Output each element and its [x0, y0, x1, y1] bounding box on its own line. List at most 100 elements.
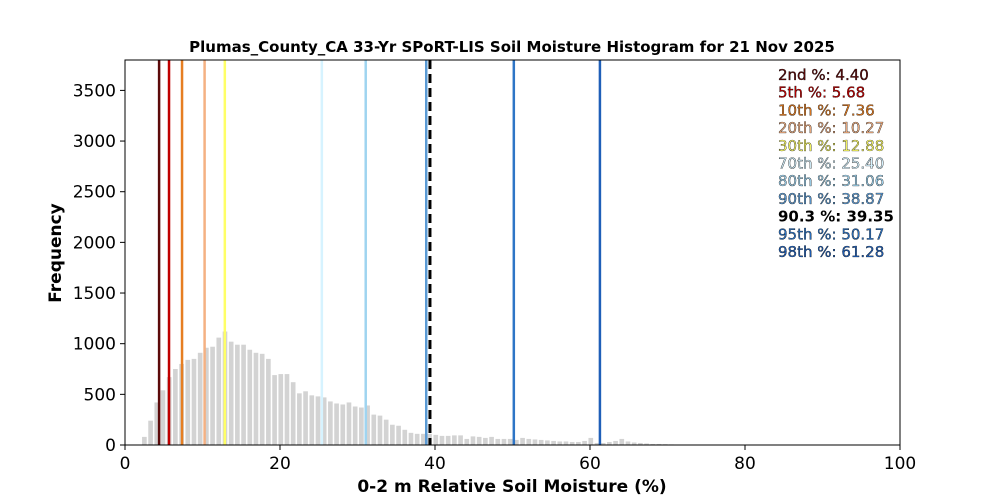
- histogram-bar: [315, 396, 321, 445]
- histogram-bar: [470, 436, 476, 445]
- histogram-bar: [303, 391, 308, 445]
- histogram-bar: [588, 437, 594, 445]
- histogram-bar: [656, 443, 662, 445]
- histogram-bar: [414, 433, 420, 445]
- y-tick-label: 3000: [73, 132, 116, 152]
- histogram-bar: [371, 414, 377, 445]
- histogram-bar: [538, 439, 544, 445]
- x-axis-label: 0-2 m Relative Soil Moisture (%): [357, 477, 666, 497]
- histogram-bar: [185, 359, 191, 445]
- histogram-bar: [334, 403, 339, 445]
- percentile-label: 80th %: 31.06: [778, 172, 884, 190]
- histogram-bar: [458, 435, 463, 445]
- histogram-bar: [638, 442, 643, 445]
- histogram-bar: [600, 442, 606, 445]
- x-tick-label: 0: [120, 454, 131, 474]
- histogram-bar: [402, 429, 408, 445]
- y-tick-label: 1000: [73, 335, 116, 355]
- histogram-bar: [594, 442, 600, 445]
- x-axis-ticks: 0 20 40 60 80 100: [120, 445, 916, 474]
- histogram-bar: [576, 441, 581, 445]
- histogram-bar: [445, 435, 451, 445]
- histogram-bar: [309, 395, 315, 445]
- percentile-label: 20th %: 10.27: [778, 119, 884, 137]
- histogram-bar: [228, 341, 234, 445]
- x-tick-label: 20: [269, 454, 291, 474]
- histogram-bar: [278, 374, 284, 445]
- x-tick-label: 40: [424, 454, 446, 474]
- histogram-bar: [328, 401, 333, 445]
- y-tick-label: 0: [105, 436, 116, 456]
- y-tick-label: 3500: [73, 81, 116, 101]
- x-tick-label: 100: [884, 454, 916, 474]
- histogram-bar: [346, 402, 352, 445]
- y-tick-label: 500: [84, 385, 116, 405]
- histogram-bar: [154, 402, 160, 445]
- histogram-bar: [396, 425, 401, 445]
- y-axis-label: Frequency: [46, 203, 66, 303]
- histogram-bar: [501, 438, 507, 445]
- histogram-bar: [650, 443, 656, 445]
- histogram-bar: [582, 440, 587, 445]
- histogram-bar: [613, 440, 618, 445]
- histogram-bar: [625, 441, 631, 445]
- y-axis-ticks: 0 500 1000 1500 2000 2500 3000 3500: [73, 81, 125, 456]
- plot-frame: [124, 59, 901, 446]
- histogram-bar: [173, 369, 178, 445]
- percentile-label: 95th %: 50.17: [778, 225, 884, 243]
- histogram-bar: [290, 382, 296, 445]
- chart-title: Plumas_County_CA 33-Yr SPoRT-LIS Soil Mo…: [189, 38, 835, 56]
- histogram-bar: [551, 440, 556, 445]
- histogram-bar: [507, 438, 513, 445]
- histogram-bar: [197, 352, 203, 445]
- x-tick-label: 60: [579, 454, 601, 474]
- percentile-label: 90th %: 38.87: [778, 190, 884, 208]
- histogram-bar: [253, 352, 259, 445]
- histogram-bar: [148, 420, 153, 445]
- histogram-bar: [408, 432, 414, 445]
- percentile-label: 5th %: 5.68: [778, 84, 865, 102]
- histogram-bar: [526, 438, 532, 445]
- percentile-label: 70th %: 25.40: [778, 155, 884, 173]
- histogram-bar: [340, 404, 346, 445]
- histogram-bar: [235, 344, 240, 445]
- x-tick-label: 80: [734, 454, 756, 474]
- histogram-bar: [545, 440, 550, 445]
- histogram-bar: [557, 441, 563, 445]
- histogram-bar: [191, 358, 197, 445]
- histogram-bar: [607, 441, 612, 445]
- histogram-bar: [266, 358, 271, 445]
- histogram-bar: [489, 436, 494, 445]
- histogram-bar: [359, 407, 364, 445]
- percentile-label: 10th %: 7.36: [778, 101, 875, 119]
- percentile-label: 2nd %: 4.40: [778, 66, 869, 84]
- histogram-bar: [532, 439, 538, 445]
- histogram-bar: [142, 436, 147, 445]
- percentile-lines: [157, 60, 602, 445]
- histogram-bar: [464, 438, 470, 445]
- percentile-label: 90.3 %: 39.35: [778, 208, 894, 226]
- y-tick-label: 2000: [73, 233, 116, 253]
- histogram-bar: [433, 434, 439, 445]
- histogram-bar: [352, 406, 358, 445]
- histogram-bar: [631, 442, 637, 445]
- histogram-bar: [259, 353, 265, 445]
- histogram-bar: [297, 393, 302, 445]
- histogram-bar: [644, 443, 649, 445]
- histogram-bar: [241, 344, 246, 445]
- histogram-bar: [476, 436, 482, 445]
- histogram-bar: [216, 337, 222, 445]
- histogram-bar: [514, 439, 519, 445]
- histogram-bar: [569, 441, 575, 445]
- histogram-bar: [483, 437, 488, 445]
- histogram-bar: [495, 438, 501, 445]
- histogram-bar: [365, 405, 370, 445]
- histogram-bar: [210, 346, 215, 445]
- histogram-bar: [390, 424, 395, 445]
- histogram-bar: [439, 435, 445, 445]
- histogram-bar: [452, 435, 457, 445]
- histogram-bar: [383, 419, 389, 445]
- histogram-bar: [160, 390, 166, 445]
